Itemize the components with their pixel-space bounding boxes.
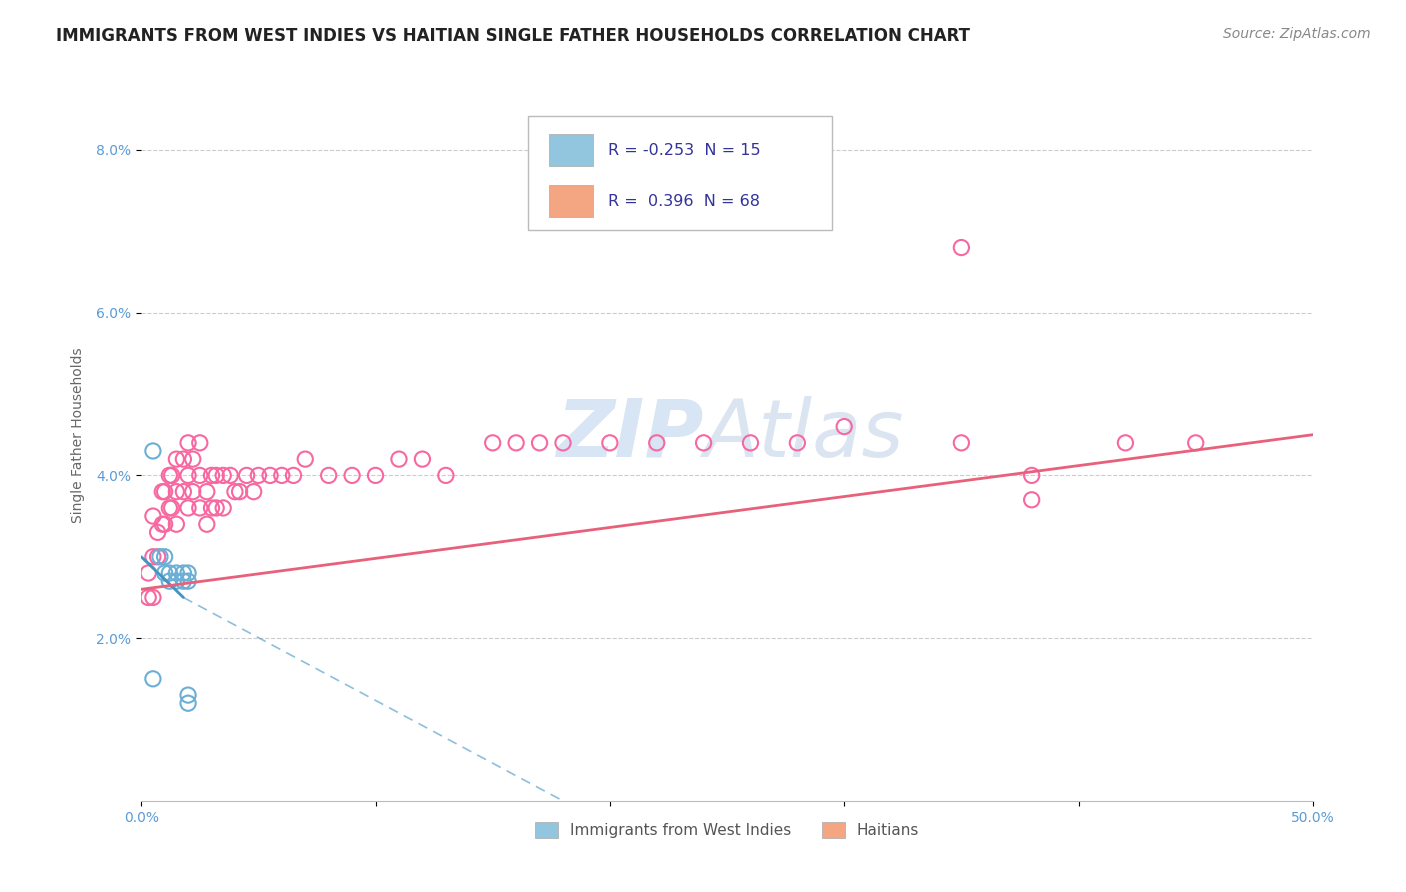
Point — [157, 574, 180, 589]
Point — [165, 566, 187, 580]
Point — [340, 468, 363, 483]
Point — [318, 468, 340, 483]
Text: R = -0.253  N = 15: R = -0.253 N = 15 — [607, 143, 761, 158]
Point — [157, 468, 180, 483]
Point — [172, 566, 194, 580]
Point — [434, 468, 457, 483]
Point — [832, 419, 855, 434]
Point — [150, 517, 173, 532]
Text: IMMIGRANTS FROM WEST INDIES VS HAITIAN SINGLE FATHER HOUSEHOLDS CORRELATION CHAR: IMMIGRANTS FROM WEST INDIES VS HAITIAN S… — [56, 27, 970, 45]
Point — [195, 484, 218, 499]
Point — [259, 468, 281, 483]
Point — [153, 484, 176, 499]
Point — [172, 574, 194, 589]
Point — [599, 435, 621, 450]
Point — [157, 500, 180, 515]
Point — [1021, 468, 1043, 483]
Point — [645, 435, 668, 450]
Point — [172, 452, 194, 467]
Point — [149, 549, 172, 564]
Bar — [548, 134, 593, 166]
Y-axis label: Single Father Households: Single Father Households — [72, 347, 86, 523]
Point — [142, 549, 165, 564]
Point — [177, 688, 200, 702]
Point — [177, 696, 200, 710]
Point — [153, 566, 176, 580]
Point — [740, 435, 762, 450]
Point — [200, 468, 222, 483]
Point — [165, 517, 187, 532]
Point — [364, 468, 387, 483]
Point — [153, 517, 176, 532]
Point — [529, 435, 551, 450]
Point — [165, 452, 187, 467]
Point — [160, 500, 183, 515]
Point — [160, 468, 183, 483]
Bar — [548, 186, 593, 218]
Text: R =  0.396  N = 68: R = 0.396 N = 68 — [607, 194, 759, 209]
Point — [188, 435, 211, 450]
Point — [205, 468, 228, 483]
Point — [294, 452, 316, 467]
Point — [188, 500, 211, 515]
Point — [1021, 492, 1043, 507]
Point — [283, 468, 305, 483]
Point — [146, 525, 169, 540]
Point — [150, 484, 173, 499]
Point — [205, 500, 228, 515]
Point — [505, 435, 527, 450]
Point — [950, 241, 973, 255]
Text: Atlas: Atlas — [703, 396, 904, 474]
Point — [181, 452, 204, 467]
Point — [692, 435, 714, 450]
Point — [142, 509, 165, 524]
Point — [388, 452, 411, 467]
Point — [242, 484, 264, 499]
Point — [195, 517, 218, 532]
Point — [481, 435, 503, 450]
Point — [142, 672, 165, 686]
Legend: Immigrants from West Indies, Haitians: Immigrants from West Indies, Haitians — [529, 816, 925, 845]
Point — [177, 468, 200, 483]
Point — [1184, 435, 1206, 450]
Point — [165, 574, 187, 589]
Point — [177, 574, 200, 589]
Point — [212, 500, 235, 515]
Point — [228, 484, 250, 499]
Point — [247, 468, 270, 483]
Point — [1114, 435, 1136, 450]
Text: ZIP: ZIP — [557, 396, 703, 474]
Point — [142, 444, 165, 458]
Point — [136, 566, 159, 580]
Text: Source: ZipAtlas.com: Source: ZipAtlas.com — [1223, 27, 1371, 41]
Point — [235, 468, 257, 483]
FancyBboxPatch shape — [527, 116, 832, 229]
Point — [177, 435, 200, 450]
Point — [224, 484, 246, 499]
Point — [136, 591, 159, 605]
Point — [177, 566, 200, 580]
Point — [177, 500, 200, 515]
Point — [146, 549, 169, 564]
Point — [181, 484, 204, 499]
Point — [142, 591, 165, 605]
Point — [411, 452, 433, 467]
Point — [219, 468, 242, 483]
Point — [270, 468, 292, 483]
Point — [950, 435, 973, 450]
Point — [153, 549, 176, 564]
Point — [200, 500, 222, 515]
Point — [165, 484, 187, 499]
Point — [172, 484, 194, 499]
Point — [786, 435, 808, 450]
Point — [551, 435, 574, 450]
Point — [212, 468, 235, 483]
Point — [157, 566, 180, 580]
Point — [188, 468, 211, 483]
